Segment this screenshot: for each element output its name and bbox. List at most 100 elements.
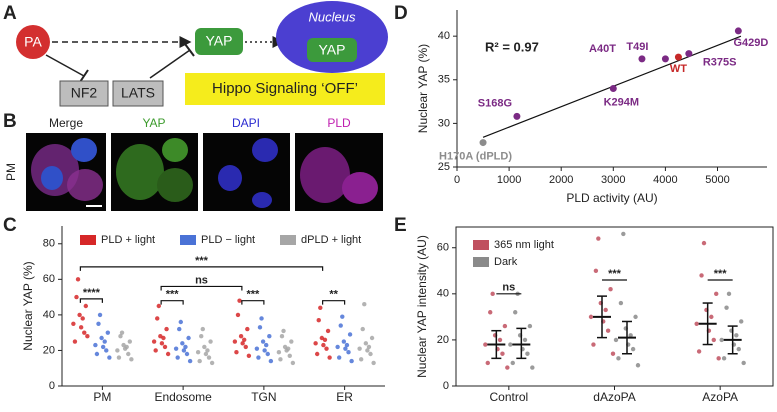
y-axis-label: Nuclear YAP (%) <box>21 261 35 350</box>
data-point <box>96 321 101 326</box>
data-point <box>208 339 213 344</box>
data-point <box>522 337 528 343</box>
data-point <box>530 365 535 370</box>
data-point <box>497 337 503 343</box>
legend-label: PLD + light <box>101 234 155 246</box>
significance-label: ** <box>329 289 338 301</box>
data-point <box>714 291 719 297</box>
data-point <box>630 346 636 352</box>
data-point <box>156 303 161 309</box>
data-point <box>603 307 608 313</box>
y-tick-label: 30 <box>438 117 450 129</box>
data-point <box>613 337 619 343</box>
data-point <box>153 348 158 353</box>
data-point <box>605 328 611 333</box>
data-point <box>260 339 266 344</box>
x-tick-label: dAzoPA <box>593 390 635 404</box>
data-point <box>696 349 702 354</box>
data-point <box>93 342 98 348</box>
data-point <box>701 240 707 246</box>
data-point <box>199 334 204 339</box>
data-point <box>525 351 530 356</box>
data-point <box>347 332 353 337</box>
significance-label: ns <box>195 274 208 286</box>
data-point <box>186 335 191 341</box>
legend-swatch <box>473 257 489 267</box>
data-point <box>257 325 263 330</box>
hippo-box <box>185 73 385 105</box>
data-point <box>205 348 210 353</box>
hippo-label: Hippo Signaling ‘OFF’ <box>212 80 358 97</box>
legend-swatch <box>180 235 196 245</box>
data-point <box>621 231 626 237</box>
row-label: PM <box>4 163 18 181</box>
x-tick-label: 5000 <box>705 174 729 186</box>
data-point <box>358 357 364 362</box>
x-tick-label: PM <box>93 390 111 404</box>
data-point <box>124 344 129 350</box>
point-label: WT <box>670 63 687 75</box>
data-point <box>371 360 376 366</box>
data-point <box>360 326 365 332</box>
data-point <box>711 337 716 343</box>
data-point <box>115 348 120 353</box>
inhibit-bar <box>184 43 195 57</box>
legend-label: Dark <box>494 256 518 268</box>
data-point <box>264 342 269 348</box>
data-point <box>741 360 746 366</box>
data-point <box>256 355 261 360</box>
data-point <box>513 112 521 120</box>
data-point <box>325 328 331 334</box>
y-tick-label: 25 <box>438 161 450 173</box>
x-tick-label: TGN <box>251 390 276 404</box>
y-tick-label: 60 <box>437 242 449 254</box>
data-point <box>164 326 169 332</box>
data-point <box>318 305 323 310</box>
data-point <box>242 337 247 342</box>
data-point <box>181 348 187 353</box>
channel-label: PLD <box>327 116 351 130</box>
cell <box>162 138 188 162</box>
data-point <box>162 344 168 350</box>
y-axis-label: Nuclear YAP (%) <box>416 44 430 133</box>
data-point <box>85 334 90 339</box>
pa-node <box>16 25 50 59</box>
data-point <box>483 342 488 347</box>
data-point <box>278 357 283 362</box>
data-point <box>104 348 109 353</box>
data-point <box>724 305 729 310</box>
data-point <box>97 312 103 318</box>
panel-label: D <box>394 3 408 24</box>
data-point <box>279 334 285 339</box>
data-point <box>105 330 111 335</box>
data-point <box>734 27 742 35</box>
data-point <box>335 344 340 350</box>
data-point <box>313 341 318 346</box>
y-tick-label: 40 <box>438 30 450 42</box>
data-point <box>505 365 510 370</box>
data-point <box>175 355 180 360</box>
significance-bracket <box>241 300 265 305</box>
legend-label: PLD − light <box>201 234 255 246</box>
data-point <box>694 321 699 326</box>
data-point <box>674 53 682 61</box>
data-point <box>180 341 185 346</box>
data-point <box>246 353 252 358</box>
data-point <box>343 346 348 351</box>
data-point <box>195 350 201 355</box>
data-point <box>107 355 112 360</box>
data-point <box>628 333 633 338</box>
legend-label: 365 nm light <box>494 239 554 251</box>
data-point <box>74 294 79 300</box>
point-label: T49I <box>626 41 648 53</box>
data-point <box>327 355 332 360</box>
data-point <box>116 355 122 360</box>
data-point <box>262 348 267 353</box>
data-point <box>203 351 209 357</box>
legend-swatch <box>80 235 96 245</box>
legend-label: dPLD + light <box>301 234 361 246</box>
nucleus-stain <box>218 165 242 191</box>
nucleus-stain <box>252 192 272 208</box>
data-point <box>82 330 87 335</box>
x-tick-label: 4000 <box>653 174 677 186</box>
